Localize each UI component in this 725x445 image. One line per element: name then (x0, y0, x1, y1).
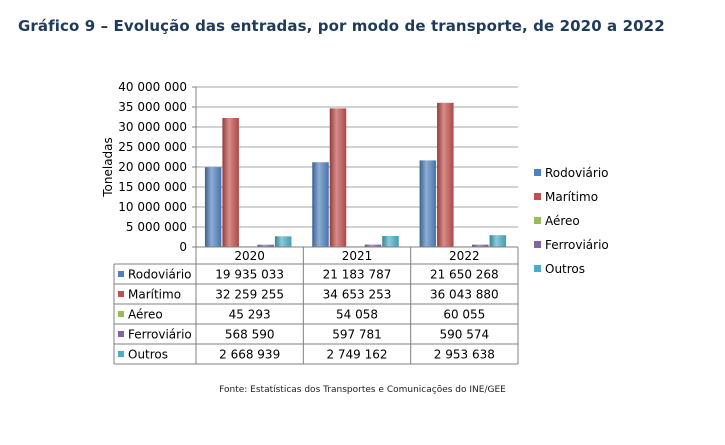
table-legend-key (118, 311, 124, 317)
table-cell: 19 935 033 (215, 268, 284, 282)
legend-label: Outros (545, 262, 585, 276)
bar-Rodoviário-2021 (312, 162, 329, 247)
legend-swatch (534, 241, 541, 248)
table-cell: 2 668 939 (219, 348, 280, 362)
bar-Outros-2021 (382, 236, 399, 247)
bar-Marítimo-2020 (222, 117, 239, 247)
legend-label: Marítimo (545, 190, 598, 204)
table-cell: 590 574 (440, 328, 490, 342)
table-cell: 36 043 880 (430, 288, 499, 302)
legend-label: Ferroviário (545, 238, 609, 252)
bar-Ferroviário-2022 (472, 244, 489, 247)
table-cell: 32 259 255 (215, 288, 284, 302)
table-cell: 45 293 (229, 308, 271, 322)
bar-Rodoviário-2020 (204, 167, 222, 247)
table-cell: 568 590 (225, 328, 275, 342)
table-cell: 21 650 268 (430, 268, 499, 282)
table-row-header: Outros (128, 348, 168, 362)
bar-Outros-2022 (489, 235, 507, 247)
table-legend-key (118, 271, 124, 277)
y-tick-label: 30 000 000 (118, 120, 187, 134)
y-tick-label: 35 000 000 (118, 100, 187, 114)
y-tick-label: 5 000 000 (126, 220, 187, 234)
x-tick-label: 2021 (342, 249, 373, 263)
table-cell: 21 183 787 (323, 268, 392, 282)
table-cell: 2 953 638 (434, 348, 495, 362)
table-cell: 54 058 (336, 308, 378, 322)
x-tick-label: 2022 (449, 249, 480, 263)
bar-Ferroviário-2021 (364, 244, 382, 247)
x-tick-label: 2020 (234, 249, 265, 263)
y-axis-label-group: Toneladas (101, 137, 115, 198)
bars (204, 102, 507, 247)
table-cell: 34 653 253 (323, 288, 392, 302)
table-cell: 2 749 162 (326, 348, 387, 362)
table-legend-key (118, 331, 124, 337)
bar-Ferroviário-2020 (257, 244, 274, 247)
table-legend-key (118, 291, 124, 297)
table-cell: 597 781 (332, 328, 382, 342)
legend-swatch (534, 265, 541, 272)
gridlines (192, 86, 518, 248)
table-legend-key (118, 351, 124, 357)
table-cell: 60 055 (443, 308, 485, 322)
y-axis-label: Toneladas (101, 137, 115, 198)
bar-Rodoviário-2022 (419, 160, 437, 247)
y-tick-label: 0 (179, 240, 187, 254)
legend-swatch (534, 217, 541, 224)
y-tick-label: 20 000 000 (118, 160, 187, 174)
chart-title: Gráfico 9 – Evolução das entradas, por m… (18, 17, 665, 35)
bar-Marítimo-2021 (329, 108, 347, 247)
y-tick-label: 40 000 000 (118, 80, 187, 94)
table-row-header: Marítimo (128, 288, 181, 302)
legend-label: Aéreo (545, 214, 580, 228)
y-tick-label: 25 000 000 (118, 140, 187, 154)
legend-swatch (534, 169, 541, 176)
legend-label: Rodoviário (545, 166, 609, 180)
bar-Outros-2020 (274, 236, 292, 247)
source-note: Fonte: Estatísticas dos Transportes e Co… (219, 385, 506, 395)
table-row-header: Ferroviário (128, 328, 192, 342)
axes (195, 87, 518, 248)
y-tick-labels: 0 5 000 000 10 000 000 15 000 000 20 000 000… (118, 80, 187, 254)
table-row-header: Rodoviário (128, 268, 192, 282)
bar-Marítimo-2022 (437, 102, 454, 247)
y-tick-label: 10 000 000 (118, 200, 187, 214)
data-table: 2020 2021 2022 Rodoviário 19 935 033 21 183 7… (113, 247, 519, 365)
y-tick-label: 15 000 000 (118, 180, 187, 194)
legend-swatch (534, 193, 541, 200)
legend: Rodoviário Marítimo Aéreo Ferroviário Outros (534, 166, 609, 276)
table-row-header: Aéreo (128, 308, 163, 322)
